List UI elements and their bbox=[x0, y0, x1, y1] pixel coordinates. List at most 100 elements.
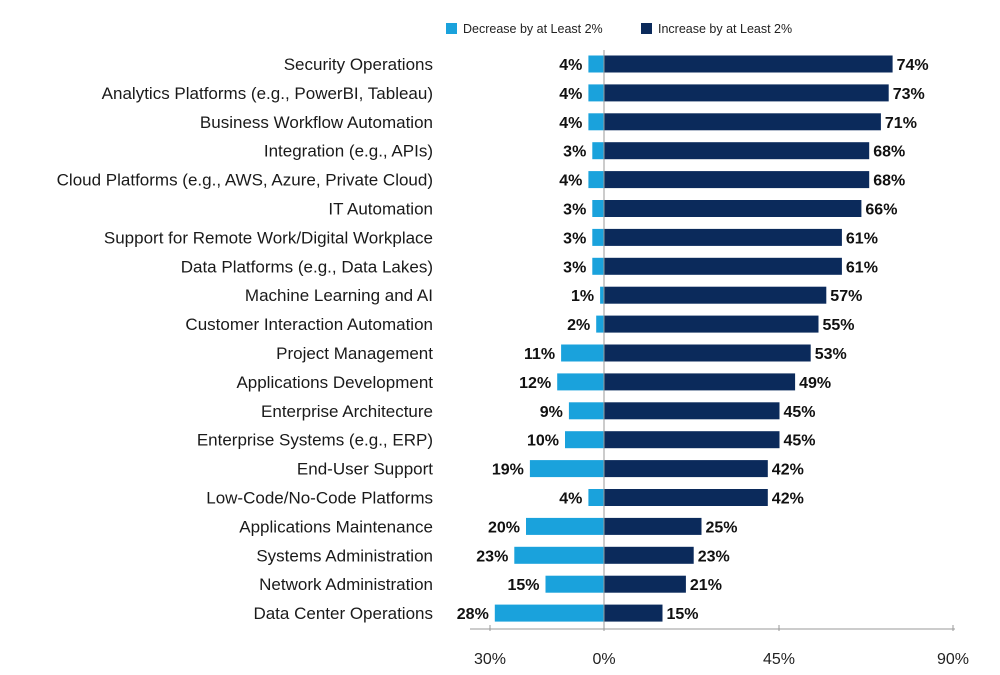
bar-increase bbox=[604, 344, 811, 362]
value-label-decrease: 4% bbox=[559, 173, 582, 190]
bar-decrease bbox=[588, 55, 604, 73]
value-label-increase: 74% bbox=[897, 57, 929, 74]
bar-increase bbox=[604, 575, 686, 593]
value-label-decrease: 19% bbox=[492, 462, 524, 479]
bar-decrease bbox=[600, 286, 604, 304]
legend-swatch-increase bbox=[641, 23, 652, 34]
bar-decrease bbox=[561, 344, 604, 362]
category-label: Integration (e.g., APIs) bbox=[264, 142, 433, 161]
value-label-increase: 42% bbox=[772, 491, 804, 508]
category-label: Low-Code/No-Code Platforms bbox=[206, 489, 433, 508]
x-tick-label: 30% bbox=[474, 651, 506, 668]
bar-increase bbox=[604, 546, 694, 564]
bar-increase bbox=[604, 460, 768, 478]
bar-increase bbox=[604, 402, 780, 420]
value-label-increase: 45% bbox=[784, 404, 816, 421]
value-label-decrease: 4% bbox=[559, 491, 582, 508]
value-label-increase: 23% bbox=[698, 548, 730, 565]
legend-label-decrease: Decrease by at Least 2% bbox=[463, 22, 603, 36]
category-label: Applications Development bbox=[236, 373, 433, 392]
value-label-decrease: 3% bbox=[563, 144, 586, 161]
value-label-increase: 45% bbox=[784, 433, 816, 450]
bar-increase bbox=[604, 604, 663, 622]
category-label: Analytics Platforms (e.g., PowerBI, Tabl… bbox=[102, 84, 433, 103]
bar-increase bbox=[604, 55, 893, 73]
value-label-increase: 68% bbox=[873, 173, 905, 190]
value-label-decrease: 23% bbox=[476, 548, 508, 565]
category-label: Cloud Platforms (e.g., AWS, Azure, Priva… bbox=[57, 171, 433, 190]
bar-increase bbox=[604, 257, 842, 275]
value-label-decrease: 4% bbox=[559, 115, 582, 132]
value-label-decrease: 4% bbox=[559, 57, 582, 74]
value-label-decrease: 9% bbox=[540, 404, 563, 421]
value-label-increase: 61% bbox=[846, 230, 878, 247]
x-tick-label: 45% bbox=[763, 651, 795, 668]
bar-decrease bbox=[592, 257, 604, 275]
value-label-decrease: 12% bbox=[519, 375, 551, 392]
value-label-decrease: 1% bbox=[571, 288, 594, 305]
legend-swatch-decrease bbox=[446, 23, 457, 34]
bars: Security Operations 4% 74% Analytics Platfo… bbox=[57, 55, 929, 623]
bar-decrease bbox=[557, 373, 604, 391]
value-label-increase: 66% bbox=[865, 202, 897, 219]
bar-decrease bbox=[588, 84, 604, 102]
value-label-increase: 68% bbox=[873, 144, 905, 161]
bar-increase bbox=[604, 142, 870, 160]
value-label-increase: 53% bbox=[815, 346, 847, 363]
bar-increase bbox=[604, 228, 842, 246]
category-label: Business Workflow Automation bbox=[200, 113, 433, 132]
category-label: Project Management bbox=[276, 344, 433, 363]
value-label-increase: 49% bbox=[799, 375, 831, 392]
bar-decrease bbox=[565, 431, 604, 449]
value-label-increase: 55% bbox=[823, 317, 855, 334]
value-label-decrease: 4% bbox=[559, 86, 582, 103]
category-label: IT Automation bbox=[328, 200, 433, 219]
bar-decrease bbox=[588, 489, 604, 506]
bar-increase bbox=[604, 517, 702, 535]
value-label-decrease: 3% bbox=[563, 259, 586, 276]
value-label-decrease: 20% bbox=[488, 519, 520, 536]
legend-label-increase: Increase by at Least 2% bbox=[658, 22, 792, 36]
x-axis: 30% 0% 45% 90% bbox=[470, 50, 969, 668]
value-label-increase: 15% bbox=[667, 606, 699, 623]
bar-increase bbox=[604, 315, 819, 333]
bar-decrease bbox=[568, 402, 604, 420]
value-label-decrease: 28% bbox=[457, 606, 489, 623]
bar-decrease bbox=[494, 604, 604, 622]
category-label: Support for Remote Work/Digital Workplac… bbox=[104, 228, 433, 247]
bar-decrease bbox=[592, 200, 604, 217]
bar-decrease bbox=[514, 546, 604, 564]
bar-decrease bbox=[588, 171, 604, 189]
category-label: Systems Administration bbox=[256, 546, 433, 565]
bar-decrease bbox=[545, 575, 604, 593]
value-label-increase: 71% bbox=[885, 115, 917, 132]
value-label-decrease: 15% bbox=[507, 577, 539, 594]
bar-decrease bbox=[588, 113, 604, 131]
value-label-decrease: 10% bbox=[527, 433, 559, 450]
bar-decrease bbox=[596, 315, 604, 333]
value-label-increase: 25% bbox=[706, 519, 738, 536]
value-label-decrease: 3% bbox=[563, 230, 586, 247]
value-label-increase: 21% bbox=[690, 577, 722, 594]
value-label-increase: 73% bbox=[893, 86, 925, 103]
value-label-decrease: 11% bbox=[524, 346, 555, 363]
category-label: Security Operations bbox=[284, 55, 433, 74]
bar-increase bbox=[604, 373, 796, 391]
category-label: Customer Interaction Automation bbox=[185, 315, 433, 334]
bar-increase bbox=[604, 113, 881, 131]
value-label-decrease: 3% bbox=[563, 202, 586, 219]
bar-increase bbox=[604, 200, 862, 217]
category-label: Enterprise Systems (e.g., ERP) bbox=[197, 431, 433, 450]
bar-increase bbox=[604, 84, 889, 102]
bar-decrease bbox=[592, 228, 604, 246]
value-label-increase: 42% bbox=[772, 462, 804, 479]
bar-decrease bbox=[529, 460, 604, 478]
category-label: Data Platforms (e.g., Data Lakes) bbox=[181, 257, 433, 276]
bar-decrease bbox=[592, 142, 604, 160]
category-label: Enterprise Architecture bbox=[261, 402, 433, 421]
value-label-decrease: 2% bbox=[567, 317, 590, 334]
bar-increase bbox=[604, 431, 780, 449]
category-label: End-User Support bbox=[297, 460, 433, 479]
legend: Decrease by at Least 2% Increase by at Le… bbox=[446, 22, 792, 36]
